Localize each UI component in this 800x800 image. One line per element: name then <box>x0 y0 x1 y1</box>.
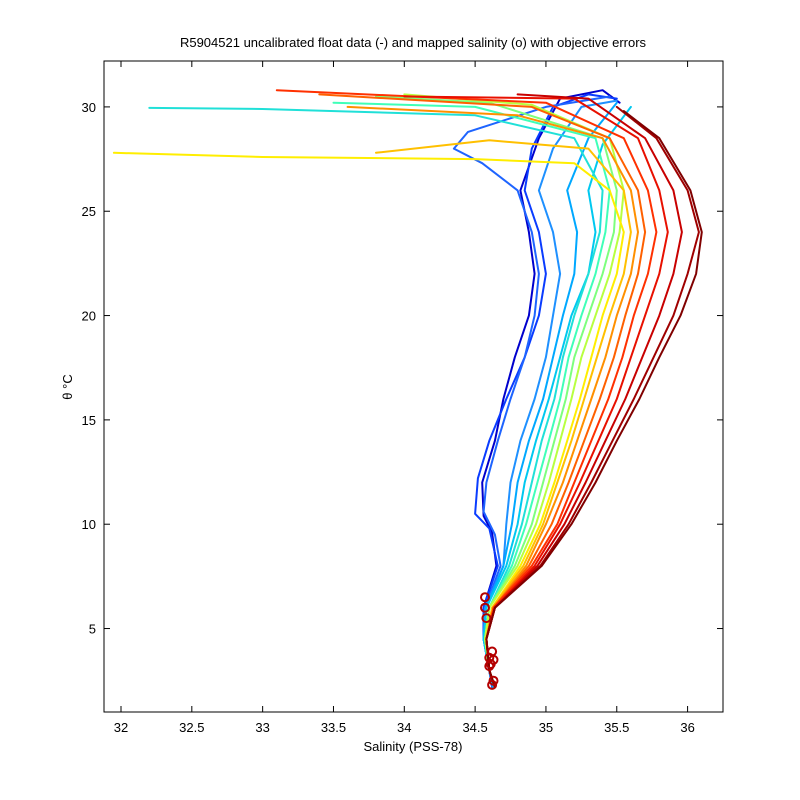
profile-line-6 <box>482 105 632 688</box>
mapped-salinity-point-9 <box>480 602 490 613</box>
y-axis-ticks: 5 10 15 20 25 30 <box>82 100 723 637</box>
x-tick-label: 32 <box>114 720 128 735</box>
x-tick-label: 36 <box>680 720 694 735</box>
mapped-points-layer <box>480 592 499 690</box>
x-tick-label: 35 <box>539 720 553 735</box>
axes-frame <box>103 60 724 713</box>
x-axis-ticks: 32 32.5 33 33.5 34 34.5 35 35.5 36 <box>114 61 695 735</box>
y-tick-label: 20 <box>82 309 96 324</box>
y-axis-label: θ °C <box>60 374 75 399</box>
profile-line-2 <box>474 93 618 688</box>
series-layer <box>112 89 703 688</box>
y-tick-label: 30 <box>82 100 96 115</box>
x-tick-label: 32.5 <box>179 720 204 735</box>
plot-area <box>103 60 724 713</box>
x-tick-label: 34 <box>397 720 411 735</box>
x-tick-label: 33.5 <box>321 720 346 735</box>
profile-line-19 <box>485 110 703 688</box>
mapped-salinity-point-8 <box>481 613 492 624</box>
mapped-salinity-point-7 <box>487 646 498 657</box>
profile-line-10 <box>403 93 625 688</box>
mapped-salinity-point-10 <box>480 592 490 603</box>
y-tick-label: 25 <box>82 204 96 219</box>
y-tick-label: 10 <box>82 517 96 532</box>
chart-title: R5904521 uncalibrated float data (-) and… <box>180 35 647 50</box>
mapped-salinity-point-2 <box>488 675 499 686</box>
x-axis-label: Salinity (PSS-78) <box>364 739 463 754</box>
x-tick-label: 33 <box>255 720 269 735</box>
y-tick-label: 15 <box>82 413 96 428</box>
x-tick-label: 35.5 <box>604 720 629 735</box>
y-tick-label: 5 <box>89 622 96 637</box>
x-tick-label: 34.5 <box>462 720 487 735</box>
